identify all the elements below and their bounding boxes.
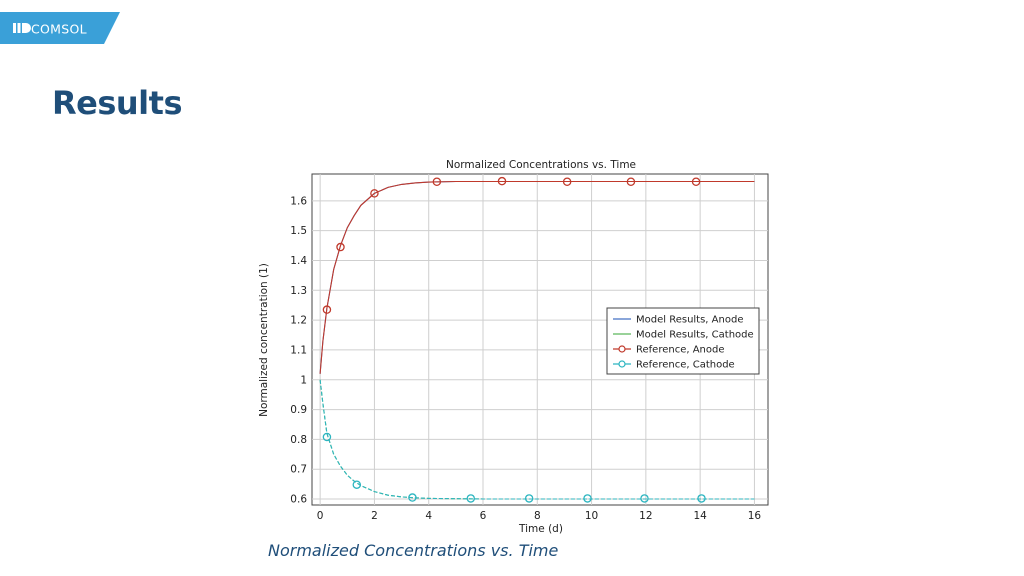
data-point-marker	[322, 432, 332, 442]
data-point-marker	[626, 177, 636, 187]
data-point-marker	[370, 189, 379, 198]
series-line	[319, 180, 755, 374]
y-tick-label: 1.4	[290, 255, 307, 267]
data-point-marker	[583, 494, 592, 503]
x-tick-label: 0	[317, 510, 324, 522]
y-tick-label: 1.5	[290, 225, 307, 237]
figure-caption: Normalized Concentrations vs. Time	[268, 541, 559, 560]
x-tick-label: 10	[585, 510, 598, 522]
series-line	[319, 379, 755, 500]
y-tick-label: 0.9	[290, 404, 307, 416]
data-point-marker	[497, 176, 507, 186]
y-tick-label: 1.1	[290, 344, 307, 356]
legend-marker	[618, 345, 626, 353]
data-point-marker	[691, 177, 701, 187]
y-tick-label: 1.2	[290, 315, 307, 327]
chart-title: Normalized Concentrations vs. Time	[446, 159, 636, 171]
y-tick-label: 0.8	[290, 434, 307, 446]
data-point-marker	[322, 305, 332, 314]
series-markers	[322, 176, 706, 503]
y-tick-label: 1.3	[290, 285, 307, 297]
data-point-marker	[466, 494, 476, 503]
y-tick-label: 0.6	[290, 494, 307, 506]
legend-entry: Model Results, Cathode	[636, 330, 754, 341]
x-tick-label: 4	[425, 510, 432, 522]
data-point-marker	[408, 493, 417, 502]
chart: Normalized Concentrations vs. Time 0 2 4 6 8…	[258, 159, 769, 535]
page-title: Results	[52, 84, 182, 122]
series-lines	[319, 180, 755, 500]
x-tick-label: 14	[693, 510, 707, 522]
comsol-logo: COMSOL	[0, 12, 120, 44]
legend-marker	[618, 360, 626, 368]
x-tick-label: 6	[480, 510, 487, 522]
data-point-marker	[336, 242, 345, 252]
grid	[312, 174, 768, 505]
y-axis-label: Normalized concentration (1)	[258, 263, 270, 417]
x-tick-label: 16	[748, 510, 762, 522]
chart-container: Normalized Concentrations vs. Time 0 2 4 6 8…	[250, 152, 780, 542]
x-tick-label: 2	[371, 510, 378, 522]
legend-entry: Reference, Cathode	[636, 360, 735, 371]
legend: Model Results, Anode Model Results, Catho…	[606, 307, 760, 375]
y-tick-label: 1.6	[290, 195, 307, 207]
x-tick-label: 8	[534, 510, 541, 522]
data-point-marker	[640, 494, 649, 503]
tick-labels: 0 2 4 6 8 10 12 14 16 0.6 0.7 0.8 0.9 1 1.1 1.2 1.3 1.4 1.…	[290, 195, 761, 522]
data-point-marker	[524, 494, 534, 503]
x-axis-label: Time (d)	[518, 523, 563, 535]
logo-mark-icon	[13, 23, 31, 33]
logo-text: COMSOL	[31, 22, 87, 37]
data-point-marker	[562, 177, 572, 187]
data-point-marker	[697, 494, 706, 503]
legend-entry: Model Results, Anode	[636, 315, 743, 326]
data-point-marker	[352, 480, 362, 489]
data-point-marker	[432, 177, 442, 187]
y-tick-label: 1	[300, 374, 307, 386]
y-tick-label: 0.7	[290, 464, 307, 476]
legend-box	[606, 307, 760, 375]
legend-entry: Reference, Anode	[636, 345, 725, 356]
x-tick-label: 12	[639, 510, 652, 522]
